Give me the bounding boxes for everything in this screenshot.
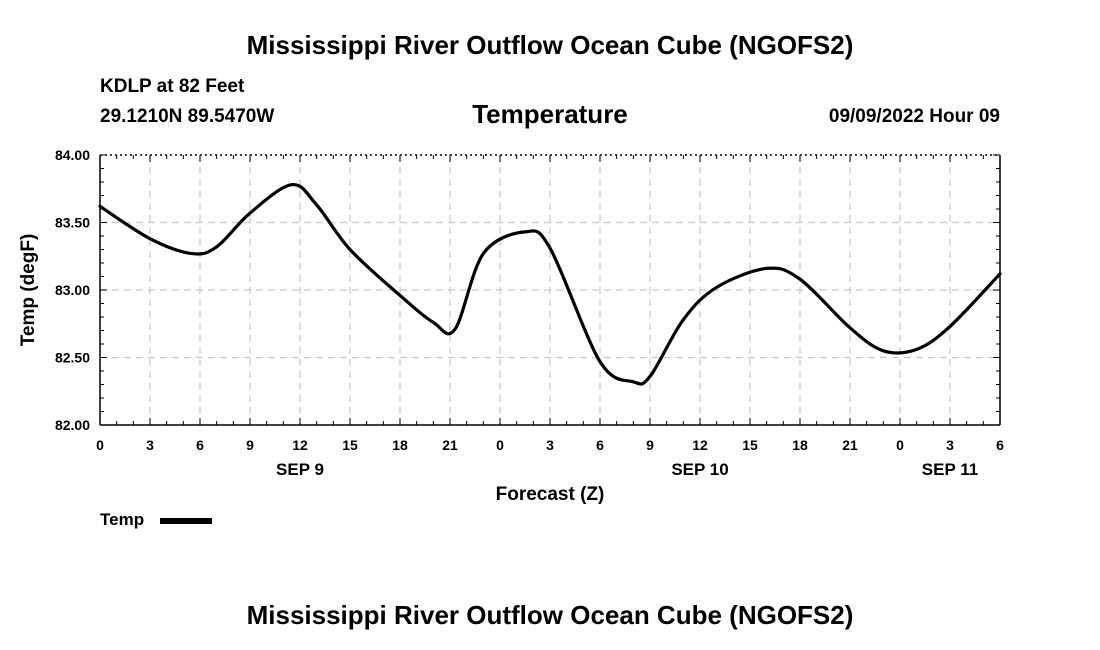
x-tick-label: 18 [792,437,808,453]
series-layer [98,183,1002,386]
forecast-datetime: 09/09/2022 Hour 09 [828,106,1000,127]
footer-title: Mississippi River Outflow Ocean Cube (NG… [246,600,854,630]
legend-line-swatch [160,518,212,524]
y-tick-label: 82.00 [55,417,90,433]
x-tick-label: 21 [442,437,458,453]
x-day-label: SEP 9 [276,460,324,479]
x-day-label: SEP 10 [671,460,728,479]
x-day-label: SEP 11 [922,460,978,479]
x-tick-label: 0 [96,437,104,453]
x-tick-label: 0 [496,437,504,453]
station-coordinates: 29.1210N 89.5470W [100,106,275,127]
x-tick-label: 21 [842,437,858,453]
grid-layer [100,155,1000,425]
label-layer: 82.00 82.50 83.00 83.50 84.00 0 3 6 9 12 15 18 21 0 3 6… [18,147,1004,505]
x-tick-label: 0 [896,437,904,453]
temp-series-line [98,183,1002,386]
legend-label: Temp [100,510,145,529]
y-tick-label: 83.50 [55,215,90,231]
x-tick-label: 6 [596,437,604,453]
y-tick-label: 84.00 [55,147,90,163]
x-tick-label: 6 [996,437,1004,453]
x-tick-label: 15 [342,437,358,453]
x-tick-label: 18 [392,437,408,453]
x-tick-label: 3 [546,437,554,453]
station-name: KDLP at 82 Feet [100,76,245,97]
x-tick-label: 3 [946,437,954,453]
x-axis-title: Forecast (Z) [496,484,605,505]
axis-layer [99,154,1001,426]
y-axis-title: Temp (degF) [18,234,39,347]
x-tick-label: 6 [196,437,204,453]
plot-title: Temperature [472,99,628,129]
x-tick-label: 9 [246,437,254,453]
x-tick-label: 15 [742,437,758,453]
x-tick-label: 12 [292,437,308,453]
y-tick-label: 82.50 [55,350,90,366]
x-tick-label: 3 [146,437,154,453]
x-tick-label: 9 [646,437,654,453]
y-tick-label: 83.00 [55,282,90,298]
x-tick-label: 12 [692,437,708,453]
main-title: Mississippi River Outflow Ocean Cube (NG… [246,30,854,60]
